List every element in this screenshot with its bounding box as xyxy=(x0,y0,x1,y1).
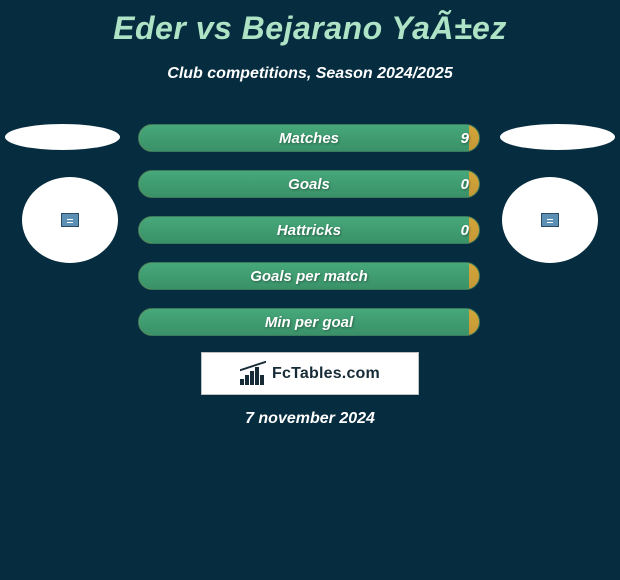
page-subtitle: Club competitions, Season 2024/2025 xyxy=(0,65,620,83)
stat-bar-row: Matches9 xyxy=(138,124,480,152)
right-player-avatar xyxy=(502,177,598,263)
right-player-disc xyxy=(500,124,615,150)
brand-text: FcTables.com xyxy=(272,365,380,383)
stat-bar-row: Min per goal xyxy=(138,308,480,336)
stat-bar-row: Goals per match xyxy=(138,262,480,290)
stat-bar-label: Goals xyxy=(139,171,479,197)
left-player-disc xyxy=(5,124,120,150)
stat-bar-label: Goals per match xyxy=(139,263,479,289)
stat-bar-label: Min per goal xyxy=(139,309,479,335)
brand-box[interactable]: FcTables.com xyxy=(201,352,419,395)
footer-date: 7 november 2024 xyxy=(0,410,620,428)
placeholder-icon xyxy=(61,213,79,227)
brand-chart-icon xyxy=(240,363,266,385)
stat-bar-label: Matches xyxy=(139,125,479,151)
stat-bar-value: 0 xyxy=(461,171,469,197)
stat-bar-value: 0 xyxy=(461,217,469,243)
placeholder-icon xyxy=(541,213,559,227)
page-title: Eder vs Bejarano YaÃ±ez xyxy=(0,0,620,47)
stat-bar-row: Hattricks0 xyxy=(138,216,480,244)
stat-bars-container: Matches9Goals0Hattricks0Goals per matchM… xyxy=(138,124,480,354)
stat-bar-value: 9 xyxy=(461,125,469,151)
stat-bar-row: Goals0 xyxy=(138,170,480,198)
stat-bar-label: Hattricks xyxy=(139,217,479,243)
left-player-avatar xyxy=(22,177,118,263)
